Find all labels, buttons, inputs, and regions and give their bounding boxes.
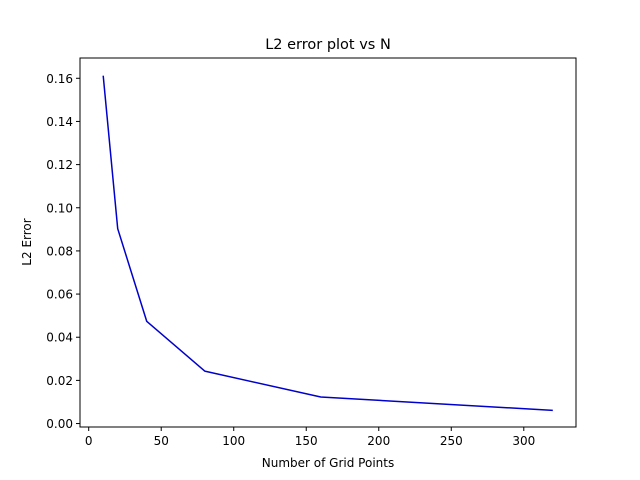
y-tick-label: 0.16 [46,72,73,86]
x-tick-label: 100 [222,434,245,448]
y-tick-label: 0.00 [46,417,73,431]
y-axis-label: L2 Error [20,218,34,265]
x-axis: 0 50 100 150 200 250 300 [85,427,535,448]
plot-frame [79,57,577,428]
y-tick-label: 0.10 [46,201,73,215]
y-tick-label: 0.04 [46,331,73,345]
x-tick-label: 150 [295,434,318,448]
x-tick-label: 250 [440,434,463,448]
series-line [102,75,553,412]
x-axis-label: Number of Grid Points [262,456,394,470]
x-tick-label: 300 [512,434,535,448]
y-tick-label: 0.06 [46,288,73,302]
y-tick-label: 0.02 [46,374,73,388]
y-tick-label: 0.14 [46,115,73,129]
x-tick-label: 200 [367,434,390,448]
plot-area [102,75,553,412]
x-tick-label: 0 [85,434,93,448]
y-axis: 0.00 0.02 0.04 0.06 0.08 0.10 0.12 0.14 0.16 [46,72,80,431]
chart-title: L2 error plot vs N [265,37,391,53]
y-tick-label: 0.12 [46,158,73,172]
y-tick-label: 0.08 [46,244,73,258]
x-tick-label: 50 [154,434,169,448]
